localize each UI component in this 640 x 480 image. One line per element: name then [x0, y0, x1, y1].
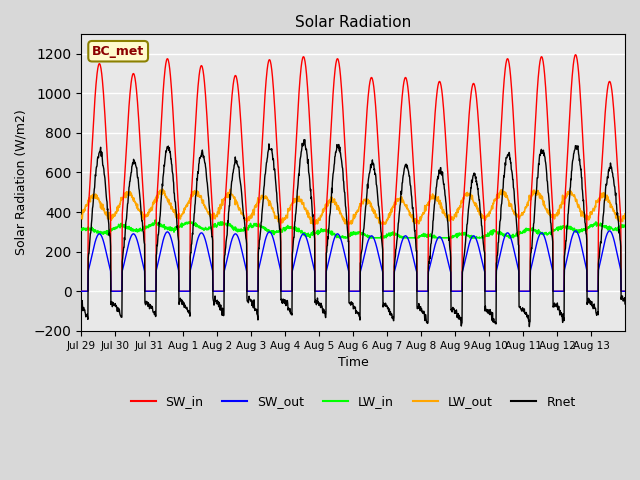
SW_in	[339, 102, 346, 108]
LW_out	[163, 194, 170, 200]
Line: LW_in: LW_in	[81, 220, 625, 238]
SW_in	[77, 288, 85, 294]
LW_out	[159, 186, 166, 192]
LW_in	[339, 235, 347, 240]
SW_out	[77, 288, 85, 294]
LW_out	[482, 214, 490, 220]
SW_in	[481, 288, 489, 294]
SW_out	[561, 265, 568, 271]
Rnet	[339, 170, 347, 176]
SW_in	[328, 102, 336, 108]
Rnet	[615, 221, 623, 227]
SW_out	[621, 288, 629, 294]
SW_out	[614, 256, 622, 262]
Rnet	[562, 245, 570, 251]
X-axis label: Time: Time	[338, 356, 369, 369]
Line: Rnet: Rnet	[81, 140, 625, 326]
Rnet	[621, 301, 629, 307]
SW_in	[614, 177, 622, 183]
LW_out	[309, 221, 317, 227]
LW_in	[329, 230, 337, 236]
LW_in	[77, 227, 85, 233]
LW_out	[339, 215, 347, 220]
LW_in	[562, 225, 570, 230]
SW_out	[328, 242, 336, 248]
LW_in	[482, 233, 490, 239]
SW_in	[561, 200, 568, 205]
SW_out	[572, 228, 579, 234]
LW_out	[621, 211, 629, 216]
LW_in	[615, 225, 623, 230]
Legend: SW_in, SW_out, LW_in, LW_out, Rnet: SW_in, SW_out, LW_in, LW_out, Rnet	[125, 391, 580, 413]
Rnet	[77, 303, 85, 309]
Rnet	[329, 175, 337, 181]
LW_in	[163, 225, 170, 231]
Rnet	[525, 324, 533, 329]
Title: Solar Radiation: Solar Radiation	[295, 15, 412, 30]
LW_out	[329, 200, 337, 205]
SW_in	[621, 288, 629, 294]
LW_in	[152, 217, 159, 223]
Line: SW_in: SW_in	[81, 55, 625, 291]
Text: BC_met: BC_met	[92, 45, 144, 58]
Line: LW_out: LW_out	[81, 189, 625, 224]
SW_out	[481, 288, 489, 294]
Rnet	[481, 303, 489, 309]
SW_out	[163, 230, 170, 236]
LW_out	[562, 193, 570, 199]
Line: SW_out: SW_out	[81, 231, 625, 291]
Y-axis label: Solar Radiation (W/m2): Solar Radiation (W/m2)	[15, 109, 28, 255]
SW_out	[339, 242, 346, 248]
Rnet	[301, 137, 308, 143]
LW_out	[615, 217, 623, 223]
LW_in	[621, 224, 629, 229]
LW_in	[335, 235, 343, 240]
LW_out	[77, 213, 85, 218]
SW_in	[163, 59, 170, 64]
SW_in	[572, 52, 579, 58]
Rnet	[163, 149, 170, 155]
